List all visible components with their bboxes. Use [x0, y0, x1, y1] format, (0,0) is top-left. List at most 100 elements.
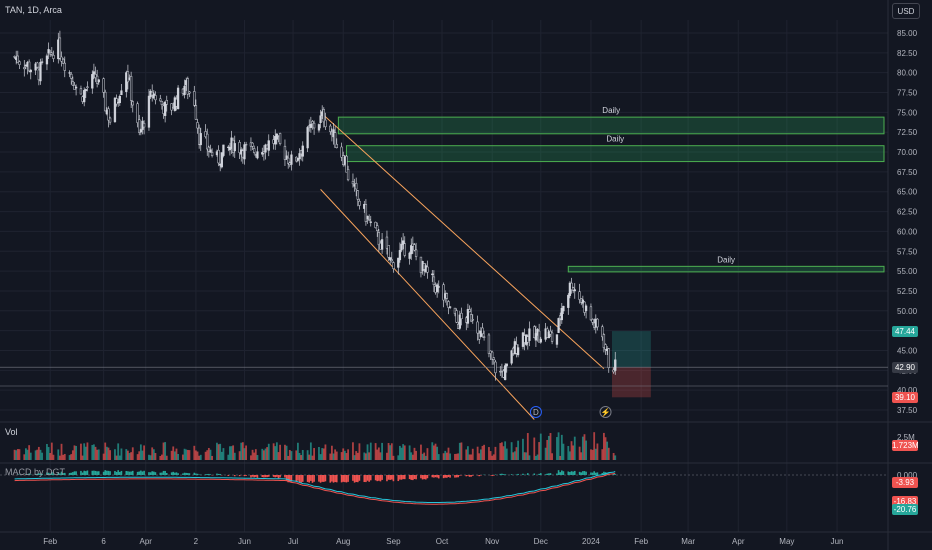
volume-bar [356, 452, 359, 460]
candle-body [408, 252, 411, 259]
volume-bar [313, 448, 315, 460]
candle-body [435, 284, 439, 292]
volume-bar [238, 451, 241, 460]
macd-hist-bar [510, 474, 513, 475]
volume-bar [73, 445, 76, 460]
macd-hist-bar [413, 475, 416, 479]
candle-body [567, 294, 570, 308]
volume-bar [502, 446, 505, 460]
macd-hist-bar [573, 470, 576, 475]
volume-bar [593, 432, 596, 460]
volume-bar [206, 450, 209, 460]
volume-bar [152, 449, 155, 460]
macd-hist-bar [255, 475, 257, 477]
macd-hist-bar [143, 470, 145, 475]
volume-bar [195, 450, 197, 460]
volume-bar [559, 455, 562, 460]
macd-hist-bar [353, 475, 356, 483]
volume-bar [489, 451, 492, 460]
macd-hist-bar [243, 475, 246, 477]
candle-body [573, 289, 576, 292]
macd-hist-bar [93, 470, 95, 475]
candle-body [188, 91, 191, 94]
volume-bar [117, 443, 120, 460]
volume-bar [471, 448, 474, 460]
macd-histogram [13, 470, 617, 483]
candle-body [61, 58, 65, 64]
volume-bar [318, 447, 320, 460]
volume-bar [227, 454, 230, 460]
macd-hist-bar [374, 475, 377, 481]
macd-hist-bar [72, 472, 74, 475]
symbol-title[interactable]: TAN, 1D, Arca [5, 5, 62, 15]
macd-hist-bar [26, 474, 29, 475]
volume-bar [556, 437, 558, 460]
candle-body [13, 56, 16, 58]
price-axis-tick: 62.50 [897, 208, 918, 217]
macd-hist-bar [49, 473, 51, 475]
volume-bar [444, 450, 447, 460]
volume-bar [220, 451, 223, 460]
macd-hist-bar [306, 475, 309, 482]
macd-hist-bar [467, 475, 469, 476]
candle-body [84, 89, 87, 92]
macd-hist-bar [136, 471, 139, 475]
volume-bar [193, 445, 196, 460]
macd-hist-bar [480, 475, 482, 476]
volume-bar [604, 437, 607, 460]
volume-bar [614, 455, 617, 460]
candle-body [584, 305, 588, 311]
macd-hist-bar [174, 472, 176, 475]
candle-body [275, 133, 279, 140]
macd-hist-bar [357, 475, 359, 483]
volume-bar [569, 451, 571, 460]
volume-bar [170, 450, 173, 460]
volume-bar [15, 450, 18, 460]
macd-hist-bar [431, 475, 434, 478]
currency-button[interactable]: USD [892, 3, 920, 19]
macd-hist-bar [104, 470, 107, 475]
candle-body [557, 318, 560, 333]
volume-bar [308, 454, 311, 460]
macd-hist-bar [94, 470, 97, 475]
macd-hist-bar [363, 475, 366, 483]
macd-hist-bar [378, 475, 380, 481]
candle-body [364, 204, 368, 222]
volume-bar [94, 446, 97, 460]
macd-hist-bar [585, 471, 587, 475]
candle-body [27, 61, 31, 72]
candle-body [136, 103, 139, 123]
candle-body [387, 245, 390, 258]
candle-body [36, 62, 39, 68]
candle-body [102, 78, 105, 93]
volume-bar [183, 448, 186, 460]
candle-body [492, 357, 495, 360]
volume-bar [389, 445, 392, 460]
time-axis-tick: Feb [43, 537, 57, 546]
candle-body [220, 152, 223, 168]
volume-bar [560, 434, 563, 460]
macd-hist-bar [148, 472, 150, 475]
volume-bar [29, 452, 32, 460]
volume-bar [353, 455, 356, 460]
candle-body [58, 37, 62, 59]
volume-bar [376, 449, 379, 460]
volume-bar [261, 448, 264, 460]
candle-body [104, 91, 107, 112]
price-axis-tick: 60.00 [897, 227, 918, 236]
time-axis-tick: Dec [534, 537, 548, 546]
macd-hist-bar [421, 475, 424, 480]
signal-line [14, 472, 616, 505]
candle-body [367, 218, 371, 221]
volume-bar [355, 451, 358, 460]
macd-hist-bar [165, 472, 168, 475]
volume-bar [366, 444, 369, 460]
macd-hist-bar [561, 470, 563, 475]
macd-hist-bar [412, 475, 414, 481]
candle-body [278, 133, 282, 145]
candle-body [312, 122, 316, 129]
time-axis-tick: Feb [634, 537, 648, 546]
volume-bar [399, 445, 401, 460]
